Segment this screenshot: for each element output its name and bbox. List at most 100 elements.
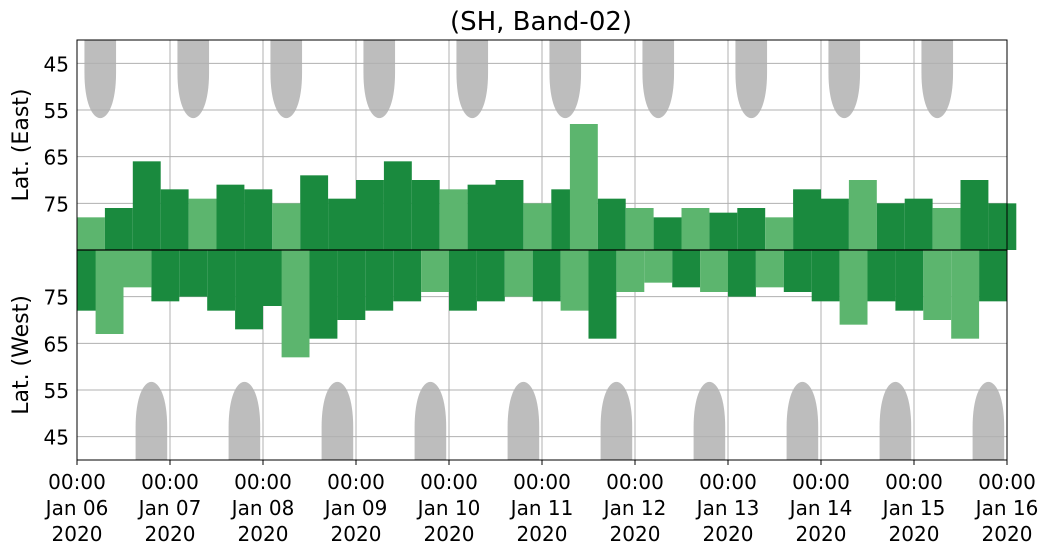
activity-cell-west <box>979 250 1007 302</box>
sunlit-region-east <box>921 40 954 119</box>
activity-cell-west <box>728 250 756 297</box>
x-tick-label: 2020 <box>796 522 847 546</box>
y-tick-label: 45 <box>44 52 69 76</box>
x-tick-label: Jan 15 <box>881 496 946 520</box>
y-axis-label-east: Lat. (East) <box>9 89 34 202</box>
sunlit-region-east <box>456 40 489 119</box>
activity-cell-east <box>439 189 468 250</box>
sunlit-region-west <box>972 381 1005 460</box>
x-tick-label: 2020 <box>238 522 289 546</box>
x-tick-label: 00:00 <box>606 470 664 494</box>
activity-cell-west <box>811 250 840 302</box>
x-tick-label: Jan 16 <box>974 496 1039 520</box>
activity-cell-east <box>188 198 217 250</box>
x-tick-label: 2020 <box>145 522 196 546</box>
x-tick-label: Jan 14 <box>788 496 853 520</box>
activity-cell-east <box>793 189 821 250</box>
activity-cell-east <box>597 198 626 250</box>
activity-cell-west <box>179 250 208 297</box>
y-tick-label: 45 <box>44 426 69 450</box>
x-tick-label: Jan 09 <box>323 496 388 520</box>
x-tick-label: Jan 12 <box>602 496 667 520</box>
sunlit-region-east <box>642 40 675 119</box>
activity-cell-west <box>421 250 449 292</box>
sunlit-region-west <box>600 381 633 460</box>
activity-cell-west <box>560 250 589 311</box>
x-tick-label: 2020 <box>424 522 475 546</box>
sunlit-regions <box>84 40 1005 460</box>
x-tick-label: 00:00 <box>327 470 385 494</box>
sunlit-region-west <box>135 381 168 460</box>
activity-cell-east <box>904 198 933 250</box>
activity-cell-west <box>588 250 617 339</box>
activity-cell-west <box>895 250 924 311</box>
sunlit-region-west <box>786 381 819 460</box>
sunlit-region-west <box>693 381 726 460</box>
chart-title: (SH, Band-02) <box>450 7 632 37</box>
activity-cell-west <box>309 250 338 339</box>
activity-cell-east <box>160 189 189 250</box>
y-tick-label: 55 <box>44 99 69 123</box>
y-tick-label: 75 <box>44 192 69 216</box>
sunlit-region-east <box>828 40 861 119</box>
x-tick-label: 2020 <box>52 522 103 546</box>
y-tick-label: 65 <box>44 332 69 356</box>
activity-cell-east <box>569 124 598 250</box>
activity-cell-east <box>653 217 682 250</box>
activity-cell-east <box>495 180 524 250</box>
activity-cell-east <box>821 198 849 250</box>
activity-cell-west <box>951 250 980 339</box>
x-tick-label: 00:00 <box>48 470 106 494</box>
sunlit-region-east <box>735 40 768 119</box>
activity-cell-west <box>365 250 394 311</box>
activity-cell-west <box>95 250 124 334</box>
y-tick-label: 75 <box>44 286 69 310</box>
activity-cell-west <box>532 250 561 302</box>
x-tick-label: 2020 <box>517 522 568 546</box>
activity-cell-east <box>411 180 440 250</box>
x-tick-label: 00:00 <box>978 470 1036 494</box>
sunlit-region-west <box>321 381 354 460</box>
activity-cell-east <box>104 208 133 250</box>
sunlit-region-east <box>363 40 396 119</box>
sunlit-region-east <box>84 40 117 119</box>
y-tick-label: 55 <box>44 379 69 403</box>
activity-cell-east <box>383 161 412 250</box>
activity-cell-west <box>923 250 952 320</box>
activity-cell-east <box>77 217 105 250</box>
activity-cells <box>77 124 1017 358</box>
x-tick-label: 00:00 <box>420 470 478 494</box>
x-tick-label: 00:00 <box>792 470 850 494</box>
x-tick-label: 2020 <box>982 522 1033 546</box>
activity-cell-east <box>876 203 905 250</box>
activity-cell-east <box>960 180 989 250</box>
activity-cell-west <box>867 250 896 302</box>
sunlit-region-west <box>228 381 261 460</box>
activity-cell-west <box>151 250 180 302</box>
x-tick-label: 00:00 <box>141 470 199 494</box>
x-tick-label: 00:00 <box>699 470 757 494</box>
x-tick-label: Jan 08 <box>230 496 295 520</box>
activity-cell-west <box>281 250 310 358</box>
x-tick-label: 2020 <box>703 522 754 546</box>
activity-cell-east <box>932 208 961 250</box>
activity-cell-east <box>300 175 329 250</box>
activity-cell-west <box>644 250 673 283</box>
y-tick-label: 65 <box>44 146 69 170</box>
activity-cell-west <box>783 250 812 292</box>
activity-cell-east <box>988 203 1017 250</box>
activity-cell-east <box>848 180 877 250</box>
activity-cell-west <box>337 250 366 320</box>
sunlit-region-west <box>879 381 912 460</box>
x-tick-label: Jan 07 <box>137 496 202 520</box>
activity-cell-east <box>467 184 496 250</box>
x-tick-label: 00:00 <box>234 470 292 494</box>
x-tick-label: Jan 13 <box>695 496 760 520</box>
activity-cell-west <box>700 250 728 292</box>
activity-cell-east <box>681 208 710 250</box>
activity-cell-west <box>839 250 868 325</box>
y-axis-label-west: Lat. (West) <box>9 295 34 415</box>
sunlit-region-east <box>549 40 582 119</box>
sunlit-region-west <box>507 381 540 460</box>
